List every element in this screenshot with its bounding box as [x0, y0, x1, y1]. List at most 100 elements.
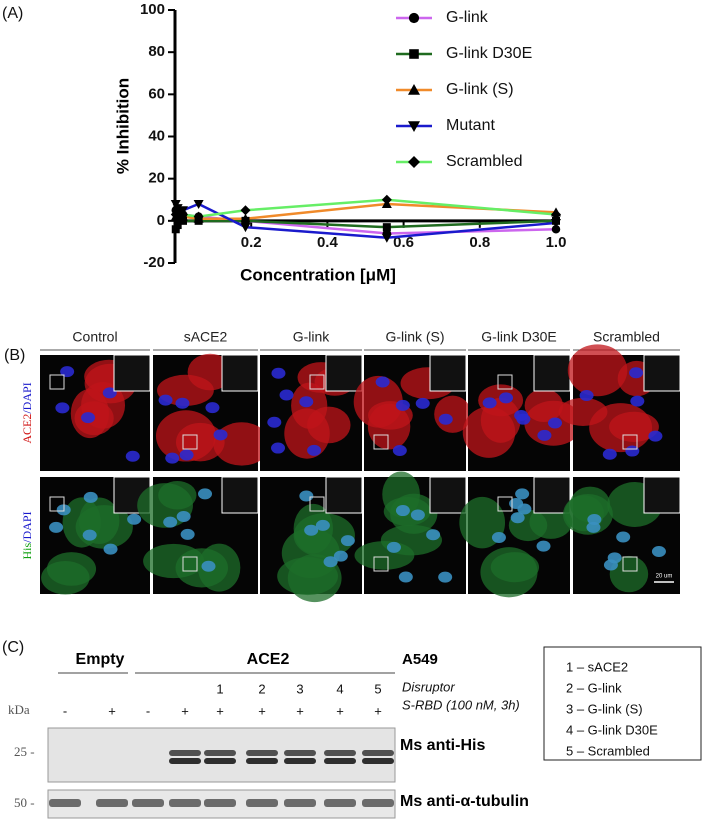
point: [382, 223, 391, 232]
legend-marker: [408, 121, 420, 132]
y-axis-label: % Inhibition: [113, 78, 132, 174]
point: [551, 225, 561, 234]
nucleus: [395, 399, 410, 411]
y-tick-label: 20: [148, 170, 165, 187]
nucleus: [127, 513, 142, 525]
row-stain: ACE2: [20, 414, 34, 444]
blot-label: Ms anti-α-tubulin: [400, 793, 529, 810]
his-band: [284, 758, 316, 764]
y-tick-label: 0: [157, 212, 165, 229]
inset: [429, 476, 467, 514]
nucleus: [49, 521, 64, 533]
nucleus: [398, 571, 413, 583]
his-band: [324, 750, 356, 756]
his-band: [324, 758, 356, 764]
inset: [533, 354, 571, 392]
lane-number: 4: [336, 681, 343, 696]
point: [240, 213, 251, 223]
column-header: G-link (S): [385, 329, 444, 345]
cell-body: [570, 486, 611, 523]
nucleus: [607, 552, 622, 564]
roi: [49, 496, 65, 512]
lane-number: 5: [374, 681, 381, 696]
key-entry: 2 – G-link: [566, 680, 622, 695]
treatment-label: S-RBD (100 nM, 3h): [402, 697, 520, 712]
key-box: [543, 646, 702, 761]
nucleus: [386, 541, 401, 553]
point: [240, 223, 251, 233]
legend-marker: [408, 84, 420, 95]
nucleus: [307, 444, 322, 456]
lane-sign: +: [336, 703, 344, 718]
nucleus: [279, 389, 294, 401]
nucleus: [163, 516, 178, 528]
nucleus: [198, 488, 213, 500]
legend-marker: [409, 49, 419, 59]
panel-label: (A): [2, 5, 23, 22]
legend-label: G-link (S): [446, 81, 514, 98]
point: [381, 233, 392, 243]
roi: [497, 496, 513, 512]
point: [178, 209, 189, 220]
cell-body: [589, 403, 653, 453]
lane-sign: -: [63, 703, 67, 718]
legend-label: Mutant: [446, 117, 495, 134]
inset: [643, 476, 681, 514]
legend-marker: [408, 12, 420, 24]
nucleus: [158, 394, 173, 406]
his-band: [204, 758, 236, 764]
group-label: Empty: [76, 651, 125, 668]
legend-marker: [408, 156, 420, 168]
nucleus: [616, 531, 631, 543]
nucleus: [82, 529, 97, 541]
tubulin-band: [362, 799, 394, 807]
nucleus: [201, 560, 216, 572]
nucleus: [630, 395, 645, 407]
inset: [429, 354, 467, 392]
nucleus: [333, 550, 348, 562]
marker-label: 25 -: [14, 744, 35, 759]
nucleus: [213, 429, 228, 441]
nucleus: [315, 519, 330, 531]
cell-body: [367, 403, 411, 450]
x-axis-label: Concentration [μM]: [240, 265, 396, 284]
nucleus: [180, 528, 195, 540]
nucleus: [515, 488, 530, 500]
nucleus: [102, 387, 117, 399]
nucleus: [586, 521, 601, 533]
cell-body: [187, 353, 233, 391]
disruptor-label: Disruptor: [402, 679, 455, 694]
point: [551, 218, 561, 228]
y-tick-label: 60: [148, 85, 165, 102]
point: [551, 209, 561, 220]
nucleus: [299, 490, 314, 502]
cell-body: [307, 406, 351, 444]
point: [193, 199, 204, 209]
key-entry: 4 – G-link D30E: [566, 722, 658, 737]
roi: [309, 496, 325, 512]
nucleus: [651, 545, 666, 557]
nucleus: [125, 450, 140, 462]
y-tick-label: 40: [148, 127, 165, 144]
nucleus: [299, 396, 314, 408]
row-label: His/DAPI: [20, 511, 34, 559]
his-band: [284, 750, 316, 756]
point: [240, 205, 251, 216]
nucleus: [271, 442, 286, 454]
lane-sign: +: [374, 703, 382, 718]
blot-label: Ms anti-His: [400, 737, 485, 754]
cell-body: [480, 397, 521, 443]
key-entry: 5 – Scrambled: [566, 743, 650, 758]
nucleus: [415, 397, 430, 409]
key-entry: 1 – sACE2: [566, 659, 628, 674]
cell-body: [609, 555, 649, 593]
column-header: Control: [72, 329, 117, 345]
nucleus: [267, 416, 282, 428]
nucleus: [491, 532, 506, 544]
tubulin-band: [132, 799, 164, 807]
nucleus: [499, 392, 514, 404]
panel-label: (B): [4, 347, 25, 364]
inset: [325, 354, 363, 392]
roi: [373, 434, 389, 450]
cell-body: [213, 422, 271, 466]
